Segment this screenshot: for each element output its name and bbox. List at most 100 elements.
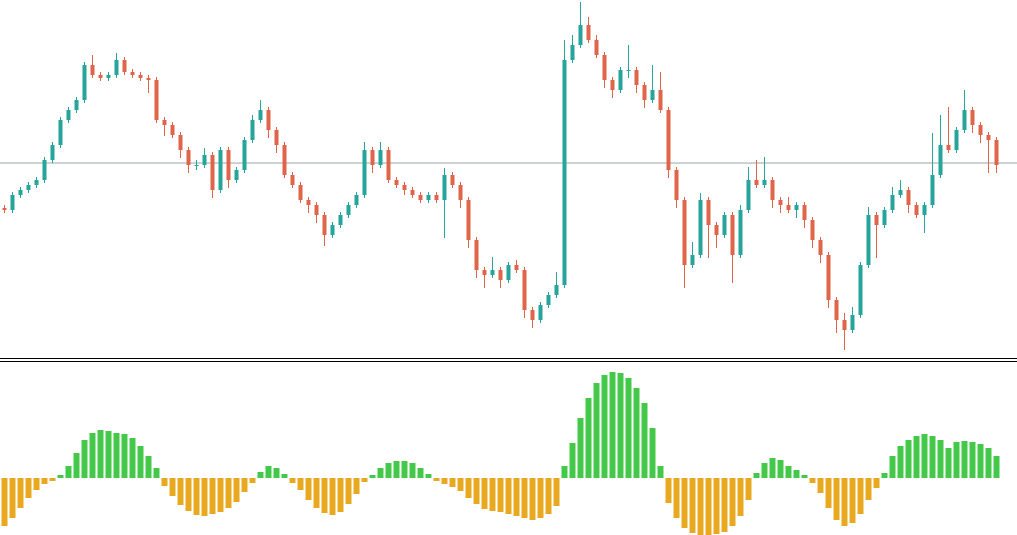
candle-body	[170, 125, 175, 135]
histogram-bar	[1, 478, 8, 526]
histogram-bar	[793, 470, 800, 478]
candle-body	[346, 205, 351, 215]
histogram-bar	[73, 453, 80, 478]
candle-body	[338, 215, 343, 225]
candle-body	[562, 60, 567, 285]
histogram-bar	[537, 478, 544, 518]
candle-body	[826, 255, 831, 300]
candle-body	[418, 195, 423, 200]
candle-body	[458, 185, 463, 200]
histogram-bar	[417, 468, 424, 478]
candle-body	[618, 70, 623, 90]
histogram-bar	[825, 478, 832, 508]
candle-body	[922, 205, 927, 215]
histogram-bar	[337, 478, 344, 512]
histogram-bar	[225, 478, 232, 508]
candle-body	[50, 145, 55, 160]
candle-body	[178, 135, 183, 150]
histogram-bar	[345, 478, 352, 504]
histogram-bar	[849, 478, 856, 523]
histogram-bar	[249, 478, 256, 483]
candle-body	[146, 78, 151, 80]
histogram-bar	[937, 440, 944, 478]
candle-body	[682, 200, 687, 265]
histogram-bar	[233, 478, 240, 502]
histogram-bar	[265, 466, 272, 478]
candle-body	[354, 195, 359, 205]
histogram-bar	[89, 433, 96, 478]
histogram-bar	[569, 443, 576, 478]
candle-body	[602, 55, 607, 80]
histogram-bar	[649, 428, 656, 478]
histogram-bar	[889, 456, 896, 478]
candle-body	[194, 165, 199, 166]
candle-body	[274, 130, 279, 145]
histogram-bar	[121, 434, 128, 478]
histogram-bar	[481, 478, 488, 509]
histogram-bar	[817, 478, 824, 493]
histogram-bar	[745, 478, 752, 500]
histogram-bar	[705, 478, 712, 535]
histogram-bar	[313, 478, 320, 508]
candle-body	[890, 195, 895, 210]
histogram-bar	[193, 478, 200, 515]
histogram-bar	[585, 398, 592, 478]
candle-body	[586, 25, 591, 40]
candle-body	[314, 205, 319, 215]
candle-body	[42, 160, 47, 180]
candle-body	[738, 210, 743, 255]
histogram-bar	[833, 478, 840, 520]
histogram-bar	[905, 440, 912, 478]
candle-body	[66, 110, 71, 120]
candle-body	[970, 110, 975, 125]
candle-body	[362, 150, 367, 195]
candle-body	[266, 110, 271, 130]
candle-body	[106, 75, 111, 78]
candle-body	[530, 310, 535, 320]
candle-body	[426, 195, 431, 200]
histogram-bar	[657, 466, 664, 478]
candle-body	[770, 180, 775, 200]
histogram-bar	[617, 373, 624, 478]
histogram-bar	[841, 478, 848, 526]
candle-body	[498, 270, 503, 280]
candle-body	[914, 205, 919, 215]
histogram-bar	[513, 478, 520, 516]
histogram-bar	[273, 468, 280, 478]
candle-body	[834, 300, 839, 320]
candle-body	[866, 215, 871, 265]
histogram-bar	[457, 478, 464, 491]
candle-body	[794, 205, 799, 210]
histogram-bar	[65, 466, 72, 478]
histogram-bar	[33, 478, 40, 490]
candle-body	[898, 190, 903, 195]
histogram-bar	[257, 472, 264, 478]
histogram-bar	[489, 478, 496, 511]
histogram-bar	[241, 478, 248, 492]
histogram-bar	[753, 473, 760, 478]
candle-body	[698, 200, 703, 255]
histogram-bar	[929, 436, 936, 478]
histogram-bar	[17, 478, 24, 508]
histogram-bar	[137, 446, 144, 478]
candle-body	[690, 255, 695, 265]
histogram-bar	[985, 448, 992, 478]
candle-body	[906, 190, 911, 205]
candle-body	[658, 90, 663, 110]
histogram-bar	[153, 468, 160, 478]
candle-body	[594, 40, 599, 55]
histogram-bar	[577, 418, 584, 478]
histogram-bar	[873, 478, 880, 488]
candle-body	[762, 180, 767, 185]
candle-body	[666, 110, 671, 170]
candle-body	[202, 155, 207, 165]
histogram-bar	[897, 446, 904, 478]
histogram-bar	[785, 466, 792, 478]
candle-body	[450, 175, 455, 185]
candle-body	[754, 180, 759, 185]
candle-body	[642, 85, 647, 100]
candle-body	[434, 195, 439, 200]
histogram-bar	[737, 478, 744, 516]
candle-body	[330, 225, 335, 235]
